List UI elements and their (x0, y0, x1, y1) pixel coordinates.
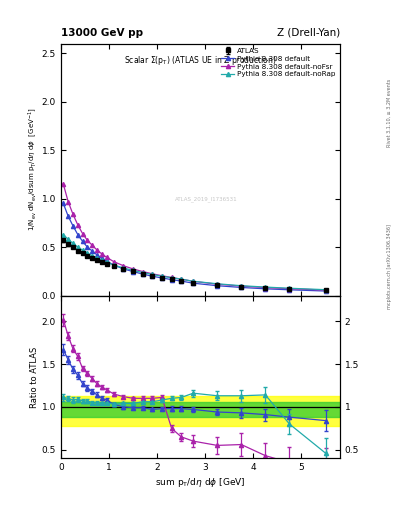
Text: Scalar $\Sigma$(p$_{\sf T}$) (ATLAS UE in Z production): Scalar $\Sigma$(p$_{\sf T}$) (ATLAS UE i… (124, 54, 277, 67)
Pythia 8.308 default-noRap (215, 281, 220, 287)
Pythia 8.308 default (140, 271, 145, 277)
Pythia 8.308 default-noFsr (80, 230, 85, 237)
X-axis label: sum p$_{\sf T}$/d$\eta$ d$\phi$ [GeV]: sum p$_{\sf T}$/d$\eta$ d$\phi$ [GeV] (155, 476, 246, 489)
Pythia 8.308 default (150, 273, 155, 279)
Text: 13000 GeV pp: 13000 GeV pp (61, 28, 143, 38)
Pythia 8.308 default-noFsr (71, 211, 75, 217)
Text: Rivet 3.1.10, ≥ 3.2M events: Rivet 3.1.10, ≥ 3.2M events (387, 78, 392, 147)
Pythia 8.308 default-noFsr (150, 271, 155, 277)
Pythia 8.308 default-noFsr (160, 273, 164, 279)
Pythia 8.308 default-noFsr (75, 222, 80, 228)
Pythia 8.308 default-noRap (80, 247, 85, 253)
Text: ATLAS_2019_I1736531: ATLAS_2019_I1736531 (175, 196, 237, 202)
Pythia 8.308 default-noFsr (121, 263, 126, 269)
Pythia 8.308 default-noRap (71, 240, 75, 246)
Pythia 8.308 default-noFsr (215, 281, 220, 287)
Pythia 8.308 default (287, 287, 292, 293)
Pythia 8.308 default (323, 288, 328, 294)
Pythia 8.308 default-noFsr (90, 242, 95, 248)
Pythia 8.308 default-noFsr (99, 251, 104, 257)
Pythia 8.308 default (131, 268, 136, 274)
Text: Z (Drell-Yan): Z (Drell-Yan) (277, 28, 340, 38)
Pythia 8.308 default (75, 231, 80, 238)
Pythia 8.308 default (191, 280, 196, 286)
Pythia 8.308 default-noRap (75, 244, 80, 250)
Pythia 8.308 default-noRap (66, 237, 70, 243)
Pythia 8.308 default-noFsr (61, 181, 66, 187)
Pythia 8.308 default-noFsr (131, 266, 136, 272)
Pythia 8.308 default (169, 276, 174, 283)
Pythia 8.308 default (121, 266, 126, 272)
Pythia 8.308 default (95, 252, 99, 258)
Pythia 8.308 default-noRap (239, 283, 244, 289)
Pythia 8.308 default-noRap (61, 231, 66, 238)
Line: Pythia 8.308 default: Pythia 8.308 default (61, 201, 328, 293)
Pythia 8.308 default-noFsr (140, 268, 145, 274)
Pythia 8.308 default-noRap (95, 255, 99, 261)
Pythia 8.308 default-noFsr (169, 274, 174, 281)
Pythia 8.308 default-noFsr (95, 247, 99, 253)
Pythia 8.308 default-noRap (323, 287, 328, 293)
Pythia 8.308 default-noFsr (104, 254, 109, 261)
Pythia 8.308 default (239, 284, 244, 290)
Pythia 8.308 default-noFsr (287, 286, 292, 292)
Pythia 8.308 default (61, 200, 66, 206)
Pythia 8.308 default-noRap (287, 285, 292, 291)
Pythia 8.308 default (160, 275, 164, 281)
Line: Pythia 8.308 default-noRap: Pythia 8.308 default-noRap (61, 232, 328, 292)
Pythia 8.308 default-noFsr (179, 276, 184, 282)
Pythia 8.308 default (215, 283, 220, 289)
Pythia 8.308 default-noFsr (323, 287, 328, 293)
Pythia 8.308 default-noRap (90, 253, 95, 259)
Pythia 8.308 default (85, 244, 90, 250)
Pythia 8.308 default-noRap (99, 257, 104, 263)
Y-axis label: 1/N$_{\sf ev}$ dN$_{\sf ev}$/dsum p$_{\sf T}$/d$\eta$ d$\phi$  [GeV$^{-1}$]: 1/N$_{\sf ev}$ dN$_{\sf ev}$/dsum p$_{\s… (26, 108, 39, 231)
Pythia 8.308 default-noFsr (112, 259, 116, 265)
Pythia 8.308 default (71, 223, 75, 229)
Pythia 8.308 default-noRap (85, 250, 90, 256)
Pythia 8.308 default-noRap (150, 271, 155, 278)
Pythia 8.308 default-noRap (140, 269, 145, 275)
Line: Pythia 8.308 default-noFsr: Pythia 8.308 default-noFsr (61, 182, 328, 292)
Y-axis label: Ratio to ATLAS: Ratio to ATLAS (30, 346, 39, 408)
Pythia 8.308 default-noRap (121, 265, 126, 271)
Pythia 8.308 default-noFsr (239, 283, 244, 289)
Text: mcplots.cern.ch [arXiv:1306.3436]: mcplots.cern.ch [arXiv:1306.3436] (387, 224, 392, 309)
Pythia 8.308 default (99, 255, 104, 261)
Pythia 8.308 default (179, 278, 184, 284)
Pythia 8.308 default (66, 213, 70, 219)
Pythia 8.308 default (104, 258, 109, 264)
Pythia 8.308 default-noFsr (85, 237, 90, 243)
Legend: ATLAS, Pythia 8.308 default, Pythia 8.308 default-noFsr, Pythia 8.308 default-no: ATLAS, Pythia 8.308 default, Pythia 8.30… (219, 45, 338, 80)
Pythia 8.308 default (90, 248, 95, 254)
Pythia 8.308 default-noRap (112, 262, 116, 268)
Pythia 8.308 default-noRap (169, 275, 174, 281)
Pythia 8.308 default-noFsr (191, 279, 196, 285)
Pythia 8.308 default-noRap (179, 276, 184, 282)
Pythia 8.308 default-noRap (104, 259, 109, 265)
Pythia 8.308 default-noRap (263, 284, 268, 290)
Pythia 8.308 default (112, 262, 116, 268)
Pythia 8.308 default (80, 238, 85, 244)
Pythia 8.308 default-noRap (160, 273, 164, 279)
Pythia 8.308 default-noFsr (66, 199, 70, 205)
Pythia 8.308 default-noRap (191, 278, 196, 284)
Pythia 8.308 default (263, 286, 268, 292)
Pythia 8.308 default-noRap (131, 267, 136, 273)
Pythia 8.308 default-noFsr (263, 285, 268, 291)
